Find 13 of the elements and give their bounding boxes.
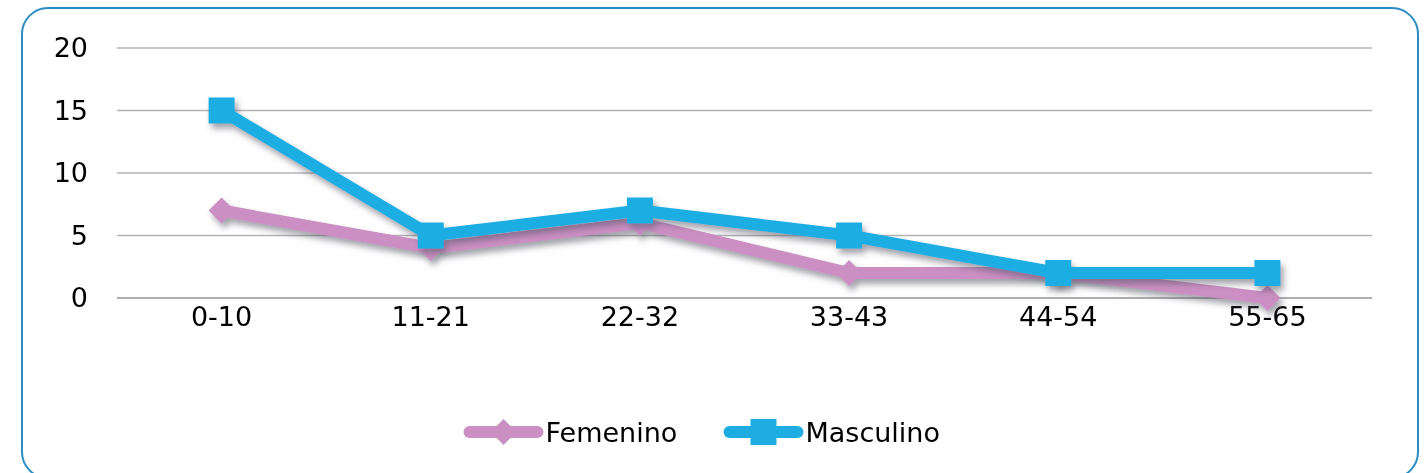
- legend-label: Femenino: [545, 416, 678, 448]
- legend-label: Masculino: [805, 416, 940, 448]
- y-tick-label: 10: [53, 157, 88, 189]
- y-tick-label: 20: [53, 32, 88, 64]
- x-tick-label: 11-21: [391, 301, 470, 332]
- y-tick-label: 15: [53, 94, 88, 126]
- x-tick-label: 55-65: [1228, 301, 1307, 332]
- x-tick-label: 0-10: [190, 301, 253, 332]
- x-tick-label: 33-43: [809, 301, 889, 332]
- x-tick-label: 22-32: [600, 301, 680, 332]
- y-tick-label: 5: [70, 219, 88, 251]
- y-tick-label: 0: [70, 282, 88, 314]
- x-tick-label: 44-54: [1019, 301, 1098, 332]
